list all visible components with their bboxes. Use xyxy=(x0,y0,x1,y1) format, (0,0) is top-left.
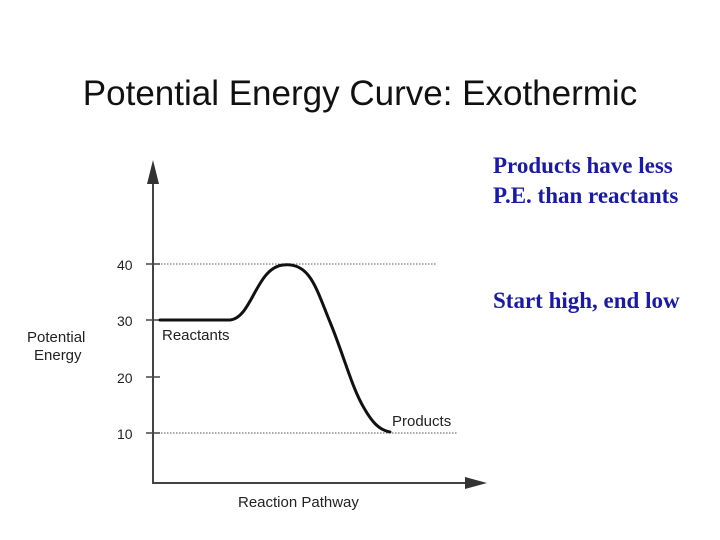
energy-curve xyxy=(158,263,392,434)
tick-label-30: 30 xyxy=(117,313,133,329)
slide-title: Potential Energy Curve: Exothermic xyxy=(82,74,638,113)
note-start-high-end-low: Start high, end low xyxy=(493,288,680,313)
y-axis-label-line1: Potential xyxy=(27,329,85,346)
x-axis-arrowhead xyxy=(465,477,487,489)
tick-label-20: 20 xyxy=(117,370,133,386)
reactants-label: Reactants xyxy=(162,327,230,344)
y-axis-label-line2: Energy xyxy=(34,347,82,364)
note-products-less-pe: Products have less P.E. than reactants xyxy=(493,153,679,208)
y-axis-arrowhead xyxy=(147,160,159,184)
x-axis-label: Reaction Pathway xyxy=(238,494,359,511)
products-label: Products xyxy=(392,413,451,430)
tick-label-10: 10 xyxy=(117,426,133,442)
tick-label-40: 40 xyxy=(117,257,133,273)
